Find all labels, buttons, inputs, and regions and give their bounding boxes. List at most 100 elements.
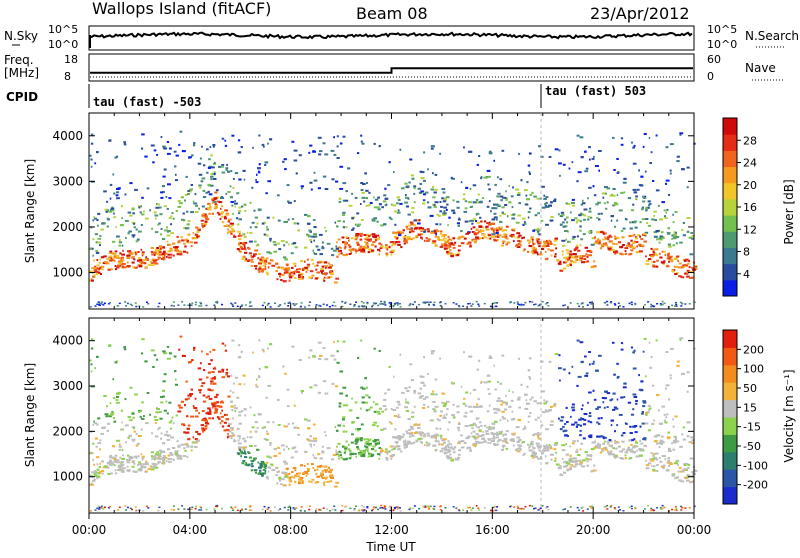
velocity-cell (447, 457, 450, 459)
velocity-cell (558, 367, 562, 369)
power-cell (151, 228, 153, 230)
power-cell (121, 259, 125, 261)
power-cell (334, 154, 337, 156)
velocity-cell (111, 412, 115, 414)
power-cell (298, 278, 301, 280)
power-cell (363, 306, 365, 308)
velocity-cell (304, 465, 306, 467)
power-cell (642, 218, 645, 220)
freq-label: Freq. (4, 53, 34, 67)
velocity-cell (267, 478, 269, 480)
power-cell (339, 201, 342, 203)
power-cell (371, 244, 374, 246)
power-cell (545, 258, 548, 260)
power-cell (318, 187, 321, 189)
power-cell (258, 135, 260, 137)
power-cell (375, 199, 379, 201)
power-cell (311, 189, 313, 191)
power-cell (300, 260, 303, 262)
velocity-cell (230, 427, 232, 429)
velocity-cell (497, 397, 500, 399)
velocity-cell (288, 448, 290, 450)
velocity-cell (531, 396, 534, 398)
power-cell (132, 208, 135, 210)
power-cell (520, 240, 522, 242)
velocity-cell (431, 393, 435, 395)
velocity-cell (308, 481, 311, 483)
power-cell (489, 200, 491, 202)
velocity-cell (423, 356, 425, 358)
velocity-data (89, 336, 697, 512)
power-cell (659, 242, 661, 244)
power-cell (586, 256, 588, 258)
velocity-cell (580, 417, 582, 419)
power-cell (239, 207, 242, 209)
velocity-cell (668, 398, 670, 400)
power-cell (423, 302, 425, 304)
power-cell (653, 215, 655, 217)
power-cell (349, 253, 352, 255)
power-cell (129, 215, 133, 217)
velocity-cell (91, 363, 93, 365)
velocity-cell (470, 392, 472, 394)
power-cell (116, 236, 120, 238)
velocity-cell (278, 424, 281, 426)
power-cell (238, 235, 240, 237)
velocity-cell (364, 445, 366, 447)
velocity-cell (287, 389, 290, 391)
power-cell (531, 236, 534, 238)
power-cell (278, 273, 281, 275)
power-cell (203, 196, 206, 198)
power-cell (633, 189, 637, 191)
power-cell (399, 203, 402, 205)
velocity-cell (502, 440, 505, 442)
velocity-cell (251, 460, 253, 462)
velocity-cell (92, 459, 94, 461)
velocity-cell (221, 420, 224, 422)
velocity-cell (532, 457, 534, 459)
power-cell (398, 234, 401, 236)
velocity-cell (151, 432, 153, 434)
power-cell (491, 207, 495, 209)
colorbar-swatch (723, 167, 737, 184)
power-cell (659, 257, 662, 259)
power-cell (656, 189, 660, 191)
velocity-cell (127, 466, 129, 468)
velocity-cell (455, 458, 457, 460)
power-cell (676, 256, 679, 258)
velocity-cell (156, 359, 158, 361)
power-cell (526, 181, 528, 183)
velocity-cell (314, 384, 318, 386)
power-cell (507, 215, 509, 217)
velocity-cell (421, 395, 424, 397)
power-cell (163, 258, 165, 260)
velocity-cell (256, 386, 259, 388)
velocity-cell (392, 409, 396, 411)
power-cell (355, 224, 357, 226)
velocity-cell (518, 447, 521, 449)
velocity-cell (467, 447, 471, 449)
velocity-cell (168, 402, 171, 404)
velocity-cell (277, 399, 280, 401)
power-cell (524, 221, 526, 223)
power-cell (181, 196, 184, 198)
power-cell (211, 166, 215, 168)
nsky-panel: N.Sky 10^5 10^0 10^5 10^0 N.Search (4, 23, 799, 51)
power-cell (444, 210, 446, 212)
velocity-cell (690, 436, 693, 438)
power-cell (262, 144, 265, 146)
power-cell (186, 227, 189, 229)
velocity-cell (195, 410, 198, 412)
power-cell (587, 197, 589, 199)
velocity-cell (291, 346, 294, 348)
power-cell (400, 306, 402, 308)
velocity-cell (158, 462, 160, 464)
power-cell (423, 231, 426, 233)
power-cell (271, 265, 275, 267)
power-cell (632, 242, 635, 244)
velocity-cell (477, 369, 479, 371)
power-cell (533, 243, 535, 245)
velocity-cell (403, 434, 405, 436)
velocity-cell (338, 455, 340, 457)
power-cell (435, 201, 439, 203)
